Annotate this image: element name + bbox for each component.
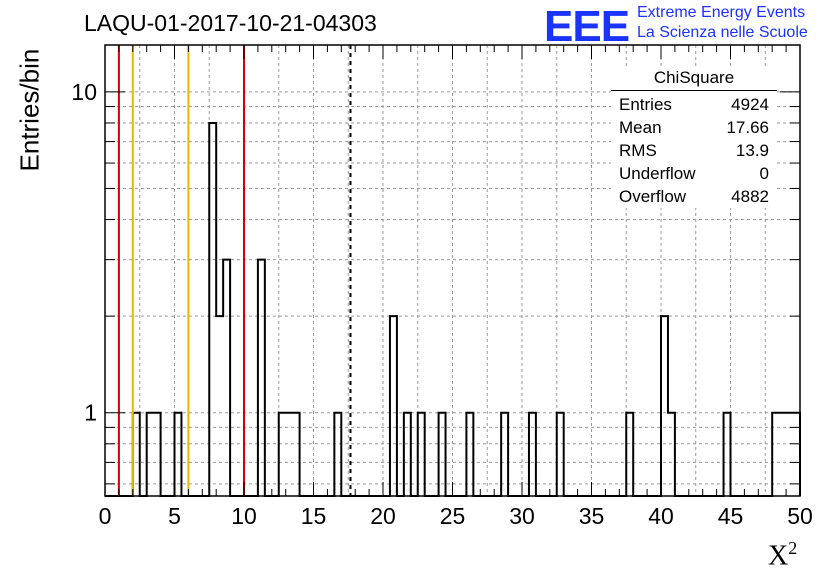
y-tick-label: 1 — [84, 400, 97, 426]
stats-label: Underflow — [619, 164, 696, 183]
chart-title: LAQU-01-2017-10-21-04303 — [84, 10, 377, 36]
stats-value: 4882 — [731, 187, 769, 206]
histogram-bin — [223, 260, 230, 496]
histogram-outline — [105, 121, 801, 497]
x-tick-label: 20 — [370, 503, 396, 529]
histogram-bin — [293, 413, 300, 496]
stats-row: Entries 4924 — [611, 93, 777, 116]
histogram-bin — [154, 413, 161, 496]
histogram-bin — [418, 413, 425, 496]
stats-value: 4924 — [731, 95, 769, 114]
x-tick-label: 5 — [168, 503, 181, 529]
x-tick-label: 0 — [99, 503, 112, 529]
x-tick-label: 15 — [301, 503, 327, 529]
stats-label: Entries — [619, 95, 672, 114]
stats-row: Mean 17.66 — [611, 116, 777, 139]
histogram-bin — [466, 413, 473, 496]
logo-line-2: La Scienza nelle Scuole — [637, 24, 808, 41]
x-tick-label: 35 — [579, 503, 605, 529]
x-tick-label: 40 — [648, 503, 674, 529]
x-tick-label: 30 — [509, 503, 535, 529]
histogram-bin — [668, 413, 675, 496]
histogram-bin — [772, 413, 779, 496]
stats-title: ChiSquare — [611, 68, 777, 91]
stats-row: Underflow 0 — [611, 162, 777, 185]
histogram-bin — [529, 413, 536, 496]
stats-value: 13.9 — [735, 141, 769, 160]
histogram-bin — [779, 413, 786, 496]
eee-logo: EEE — [544, 2, 630, 51]
stats-label: Overflow — [619, 187, 687, 206]
y-axis-label: Entries/bin — [14, 48, 45, 172]
histogram-bin — [334, 413, 341, 496]
histogram-bin — [724, 413, 731, 496]
histogram-bin — [279, 413, 286, 496]
logo-line-1: Extreme Energy Events — [637, 4, 806, 21]
y-tick-label: 10 — [71, 79, 97, 105]
histogram-bin — [439, 413, 446, 496]
stats-row: Overflow 4882 — [611, 185, 777, 208]
histogram-bin — [147, 413, 154, 496]
histogram-bin — [390, 316, 397, 496]
histogram-bin — [661, 316, 668, 496]
stats-value: 17.66 — [726, 118, 769, 137]
histogram-bin — [626, 413, 633, 496]
histogram-bin — [404, 413, 411, 496]
histogram-bin — [209, 123, 216, 496]
stats-value: 0 — [759, 164, 769, 183]
stats-label: Mean — [619, 118, 662, 137]
stats-label: RMS — [619, 141, 657, 160]
histogram-bin — [557, 413, 564, 496]
histogram-bin — [258, 260, 265, 496]
x-tick-label: 25 — [440, 503, 466, 529]
histogram-bin — [175, 413, 182, 496]
histogram-bin — [286, 413, 293, 496]
histogram-bin — [216, 316, 223, 496]
stats-row: RMS 13.9 — [611, 139, 777, 162]
histogram-bin — [501, 413, 508, 496]
x-tick-label: 50 — [787, 503, 813, 529]
stats-box: ChiSquare Entries 4924 Mean 17.66 RMS 13.9 … — [611, 68, 777, 208]
x-tick-label: 10 — [231, 503, 257, 529]
x-axis-label: X2 — [768, 538, 798, 572]
histogram-bin — [133, 413, 140, 496]
x-tick-label: 45 — [718, 503, 744, 529]
